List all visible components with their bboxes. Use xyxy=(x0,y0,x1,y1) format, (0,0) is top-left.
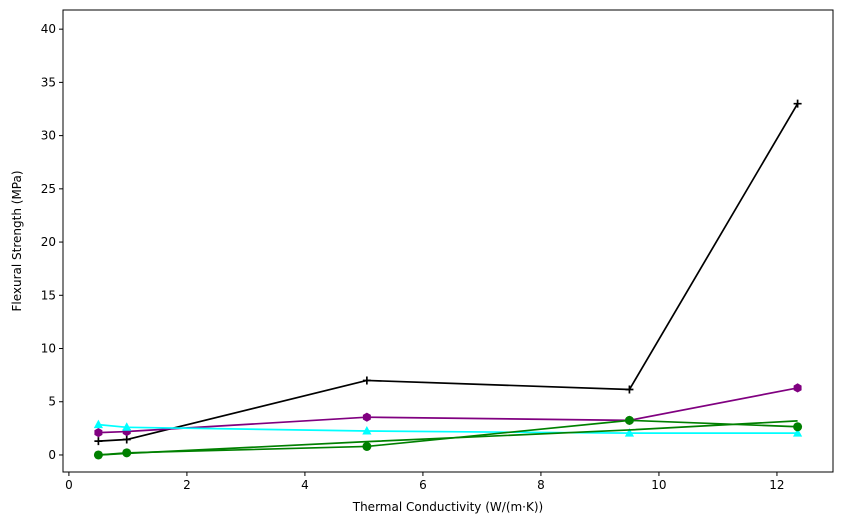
x-tick-label: 4 xyxy=(301,478,309,492)
data-point xyxy=(624,428,635,437)
y-tick-label: 15 xyxy=(41,288,56,302)
data-point xyxy=(362,376,371,385)
data-point xyxy=(625,385,634,394)
data-point xyxy=(624,415,634,425)
data-point xyxy=(362,412,371,422)
plot-area-frame xyxy=(62,9,834,473)
data-point xyxy=(94,428,103,438)
x-axis-label: Thermal Conductivity (W/(m·K)) xyxy=(352,500,543,514)
y-tick-label: 10 xyxy=(41,342,56,356)
x-tick-label: 8 xyxy=(537,478,545,492)
data-point xyxy=(792,428,803,437)
y-tick-label: 30 xyxy=(41,129,56,143)
series-layer xyxy=(93,99,803,460)
x-axis-ticks: 0 2 4 6 8 10 12 xyxy=(65,472,785,492)
data-point xyxy=(122,422,132,431)
x-tick-label: 0 xyxy=(65,478,73,492)
series-3 xyxy=(93,419,803,437)
y-axis-ticks: 0 5 10 15 20 25 30 35 40 xyxy=(41,22,63,462)
data-point xyxy=(362,426,372,435)
y-tick-label: 5 xyxy=(48,395,56,409)
series-1 xyxy=(94,99,802,446)
x-tick-label: 12 xyxy=(769,478,784,492)
y-tick-label: 0 xyxy=(48,448,56,462)
data-point xyxy=(362,441,372,451)
y-tick-label: 40 xyxy=(41,22,56,36)
data-point xyxy=(793,383,802,393)
data-point xyxy=(94,437,103,446)
series-line xyxy=(98,103,799,442)
series-5 xyxy=(93,415,803,460)
data-point xyxy=(793,99,802,108)
x-tick-label: 2 xyxy=(183,478,191,492)
y-tick-label: 25 xyxy=(41,182,56,196)
data-point xyxy=(122,435,131,444)
data-point xyxy=(93,419,104,429)
data-point xyxy=(93,450,103,460)
data-point xyxy=(793,422,803,432)
y-tick-label: 20 xyxy=(41,235,56,249)
x-tick-label: 10 xyxy=(651,478,666,492)
data-point xyxy=(122,448,132,458)
y-tick-label: 35 xyxy=(41,75,56,89)
x-tick-label: 6 xyxy=(419,478,427,492)
y-axis-label: Flexural Strength (MPa) xyxy=(10,170,24,311)
